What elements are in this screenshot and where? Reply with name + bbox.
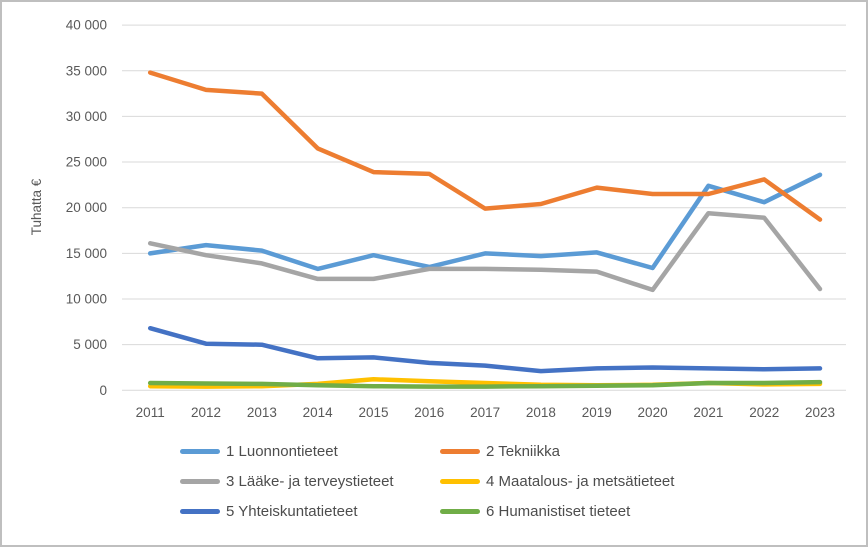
x-tick-label: 2013 <box>247 405 277 420</box>
legend-swatch <box>440 479 480 484</box>
x-tick-label: 2019 <box>582 405 612 420</box>
legend-swatch <box>180 509 220 514</box>
y-tick-label: 20 000 <box>66 200 107 215</box>
legend-item: 4 Maatalous- ja metsätieteet <box>440 473 674 490</box>
y-tick-label: 5 000 <box>73 337 107 352</box>
series-line-3 <box>147 210 823 293</box>
x-tick-label: 2012 <box>191 405 221 420</box>
series-line-2 <box>147 70 823 222</box>
legend-item: 5 Yhteiskuntatieteet <box>180 503 440 520</box>
x-tick-label: 2023 <box>805 405 835 420</box>
x-tick-label: 2020 <box>638 405 668 420</box>
series-line-group <box>147 70 823 389</box>
x-axis-tick-labels: 2011 2012 2013 2014 2015 2016 2017 2018 2019 2020… <box>136 405 835 420</box>
legend-label: 2 Tekniikka <box>486 443 560 460</box>
x-tick-label: 2016 <box>414 405 444 420</box>
y-axis-tick-labels: 0 5 000 10 000 15 000 20 000 25 000 30 000 35 0… <box>66 18 107 398</box>
y-tick-label: 15 000 <box>66 246 107 261</box>
x-tick-label: 2017 <box>470 405 500 420</box>
y-axis-title: Tuhatta € <box>29 178 44 235</box>
x-tick-label: 2022 <box>749 405 779 420</box>
series-line-5 <box>147 325 823 374</box>
legend-swatch <box>440 509 480 514</box>
legend-swatch <box>180 449 220 454</box>
legend-label: 4 Maatalous- ja metsätieteet <box>486 473 675 490</box>
legend-item: 6 Humanistiset tieteet <box>440 503 674 520</box>
y-tick-label: 0 <box>99 383 107 398</box>
legend-item: 1 Luonnontieteet <box>180 443 440 460</box>
x-tick-label: 2015 <box>358 405 388 420</box>
y-tick-label: 30 000 <box>66 109 107 124</box>
y-tick-label: 40 000 <box>66 18 107 33</box>
y-tick-label: 10 000 <box>66 292 107 307</box>
legend-label: 3 Lääke- ja terveystieteet <box>226 473 394 490</box>
x-tick-label: 2021 <box>693 405 723 420</box>
legend-label: 1 Luonnontieteet <box>226 443 338 460</box>
y-tick-label: 25 000 <box>66 155 107 170</box>
legend-swatch <box>180 479 220 484</box>
legend: 1 Luonnontieteet 2 Tekniikka 3 Lääke- ja… <box>180 443 674 520</box>
x-tick-label: 2011 <box>136 405 165 420</box>
x-tick-label: 2018 <box>526 405 556 420</box>
y-tick-label: 35 000 <box>66 63 107 78</box>
legend-swatch <box>440 449 480 454</box>
legend-item: 2 Tekniikka <box>440 443 674 460</box>
legend-label: 6 Humanistiset tieteet <box>486 503 631 520</box>
series-line-1 <box>147 172 823 272</box>
series-line-6 <box>147 379 823 389</box>
legend-item: 3 Lääke- ja terveystieteet <box>180 473 440 490</box>
legend-label: 5 Yhteiskuntatieteet <box>226 503 358 520</box>
x-tick-label: 2014 <box>303 405 334 420</box>
